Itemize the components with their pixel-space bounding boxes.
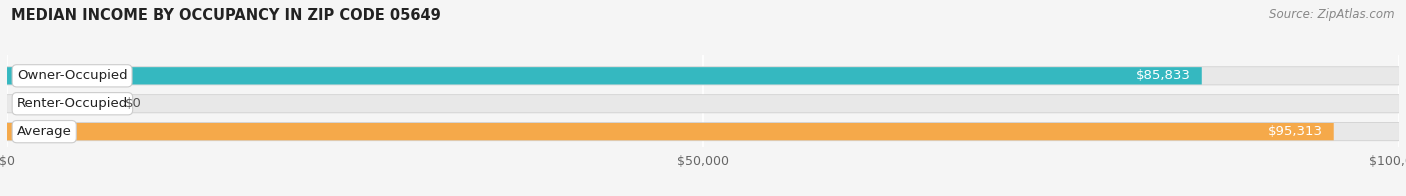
Text: $0: $0	[125, 97, 142, 110]
FancyBboxPatch shape	[7, 67, 1202, 84]
FancyBboxPatch shape	[7, 67, 1399, 84]
Text: Owner-Occupied: Owner-Occupied	[17, 69, 128, 82]
FancyBboxPatch shape	[7, 123, 1399, 140]
Text: $85,833: $85,833	[1136, 69, 1191, 82]
FancyBboxPatch shape	[7, 67, 1399, 84]
Text: Average: Average	[17, 125, 72, 138]
Text: Renter-Occupied: Renter-Occupied	[17, 97, 128, 110]
Text: $95,313: $95,313	[1268, 125, 1323, 138]
FancyBboxPatch shape	[7, 95, 1399, 112]
FancyBboxPatch shape	[7, 95, 1399, 112]
Text: Source: ZipAtlas.com: Source: ZipAtlas.com	[1270, 8, 1395, 21]
FancyBboxPatch shape	[7, 123, 1399, 140]
FancyBboxPatch shape	[7, 123, 1334, 140]
Text: MEDIAN INCOME BY OCCUPANCY IN ZIP CODE 05649: MEDIAN INCOME BY OCCUPANCY IN ZIP CODE 0…	[11, 8, 441, 23]
